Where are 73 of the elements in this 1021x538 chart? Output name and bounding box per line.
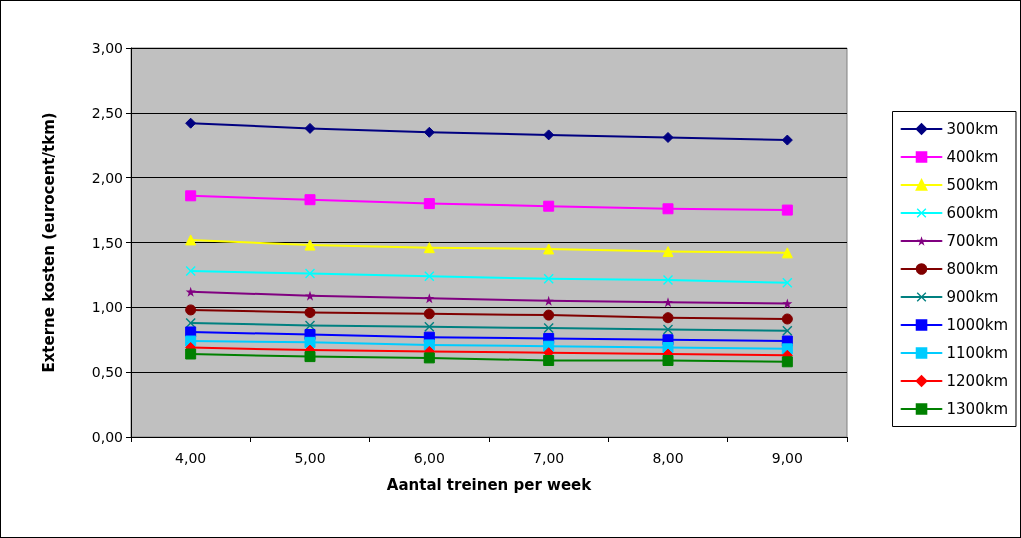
point	[781, 356, 793, 368]
y-axis-title: Externe kosten (eurocent/tkm)	[39, 112, 58, 373]
point	[662, 312, 674, 324]
point	[543, 243, 555, 255]
point	[304, 122, 316, 134]
point	[662, 246, 674, 258]
legend-label: 1100km	[946, 344, 1009, 362]
x-tick-label: 9,00	[771, 450, 803, 466]
point	[543, 200, 555, 212]
point	[424, 321, 435, 332]
point	[662, 131, 674, 143]
point	[423, 242, 435, 254]
point	[185, 117, 197, 129]
legend-label: 1200km	[946, 372, 1009, 390]
point	[543, 355, 555, 366]
x-tick-label: 8,00	[652, 450, 684, 466]
point	[662, 355, 674, 366]
point	[423, 126, 435, 138]
point	[782, 325, 793, 336]
point	[185, 304, 197, 316]
point	[304, 307, 316, 319]
legend-label: 400km	[946, 148, 999, 166]
point	[663, 324, 673, 335]
x-tick-label: 7,00	[533, 450, 565, 466]
legend-label: 1000km	[946, 316, 1009, 334]
point	[423, 308, 435, 320]
point	[781, 204, 793, 216]
x-tick-label: 5,00	[294, 450, 326, 466]
y-tick-label: 1,50	[91, 234, 123, 251]
x-tick-label: 6,00	[413, 450, 445, 466]
point	[543, 273, 554, 284]
x-tick-label: 4,00	[175, 450, 207, 466]
point	[185, 286, 196, 297]
legend-label: 300km	[946, 120, 999, 138]
point	[543, 129, 555, 141]
x-axis-title: Aantal treinen per week	[386, 475, 593, 494]
point	[782, 298, 793, 309]
point	[663, 297, 673, 308]
legend-label: 800km	[946, 260, 999, 278]
point	[304, 336, 316, 348]
point	[543, 309, 555, 321]
legend-label: 500km	[946, 176, 999, 194]
legend-label: 600km	[946, 204, 999, 222]
point	[305, 268, 315, 279]
point	[543, 295, 554, 306]
y-tick-label: 0,50	[91, 364, 123, 381]
point	[304, 239, 316, 251]
y-tick-label: 3,00	[91, 40, 123, 56]
point	[304, 194, 316, 206]
point	[185, 266, 196, 277]
point	[663, 275, 673, 286]
point	[543, 323, 554, 334]
point	[782, 277, 793, 288]
point	[781, 313, 793, 325]
y-tick-label: 0,00	[91, 429, 123, 445]
legend-label: 1300km	[946, 400, 1009, 418]
point	[781, 134, 793, 146]
point	[424, 271, 435, 282]
legend-label: 900km	[946, 288, 999, 306]
legend-label: 700km	[946, 232, 999, 250]
point	[424, 293, 435, 304]
point	[423, 198, 435, 210]
point	[423, 352, 435, 364]
y-tick-label: 2,00	[91, 169, 123, 186]
y-tick-label: 1,00	[91, 299, 123, 316]
point	[185, 348, 197, 360]
point	[185, 234, 197, 246]
point	[185, 190, 197, 202]
y-tick-label: 2,50	[91, 104, 123, 121]
point	[781, 247, 793, 259]
point	[305, 290, 315, 301]
point	[304, 351, 316, 363]
point	[662, 203, 674, 215]
